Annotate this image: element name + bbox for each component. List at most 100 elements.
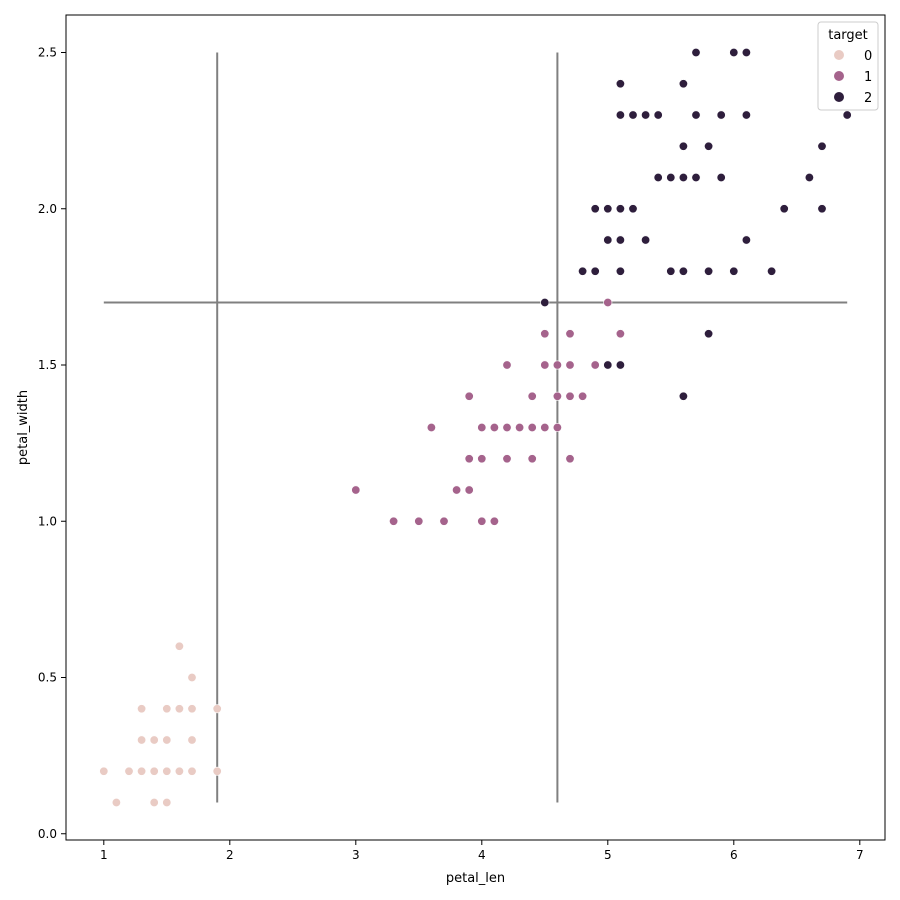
y-tick-label: 0.0 [38, 827, 57, 841]
point-target-1 [552, 360, 562, 370]
point-target-0 [149, 735, 159, 745]
y-tick-label: 2.0 [38, 202, 57, 216]
point-target-2 [678, 141, 688, 151]
point-target-1 [590, 360, 600, 370]
point-target-2 [641, 235, 651, 245]
x-tick-label: 3 [352, 848, 360, 862]
point-target-2 [817, 204, 827, 214]
point-target-0 [162, 704, 172, 714]
point-target-1 [389, 516, 399, 526]
point-target-2 [540, 297, 550, 307]
x-tick-label: 6 [730, 848, 738, 862]
point-target-0 [124, 766, 134, 776]
point-target-0 [137, 704, 147, 714]
point-target-0 [149, 766, 159, 776]
y-tick-label: 0.5 [38, 671, 57, 685]
point-target-0 [137, 735, 147, 745]
plot-frame [65, 14, 886, 841]
point-target-2 [666, 266, 676, 276]
point-target-2 [578, 266, 588, 276]
point-target-2 [741, 110, 751, 120]
point-target-2 [590, 204, 600, 214]
point-target-2 [804, 173, 814, 183]
point-target-1 [578, 391, 588, 401]
point-target-2 [704, 141, 714, 151]
point-target-2 [741, 235, 751, 245]
point-target-1 [464, 391, 474, 401]
point-target-1 [565, 391, 575, 401]
point-target-1 [565, 454, 575, 464]
point-target-2 [704, 329, 714, 339]
point-target-2 [842, 110, 852, 120]
point-target-2 [767, 266, 777, 276]
point-target-1 [452, 485, 462, 495]
point-target-2 [603, 235, 613, 245]
point-target-2 [678, 266, 688, 276]
point-target-2 [691, 173, 701, 183]
point-target-1 [502, 454, 512, 464]
x-tick-label: 7 [856, 848, 864, 862]
point-target-1 [565, 329, 575, 339]
point-target-1 [489, 516, 499, 526]
point-target-1 [464, 454, 474, 464]
point-target-2 [817, 141, 827, 151]
y-tick-label: 1.5 [38, 358, 57, 372]
point-target-2 [729, 266, 739, 276]
legend-box [817, 21, 879, 111]
point-target-2 [590, 266, 600, 276]
point-target-1 [439, 516, 449, 526]
point-target-2 [678, 173, 688, 183]
point-target-2 [628, 204, 638, 214]
point-target-1 [540, 422, 550, 432]
x-tick-label: 2 [226, 848, 234, 862]
point-target-1 [527, 454, 537, 464]
point-target-2 [691, 47, 701, 57]
point-target-1 [565, 360, 575, 370]
legend-title: target [828, 28, 868, 43]
data-points [99, 47, 852, 807]
legend-marker-0 [834, 50, 844, 60]
point-target-0 [174, 641, 184, 651]
x-axis-label: petal_len [446, 871, 505, 886]
legend-marker-1 [834, 71, 844, 81]
point-target-0 [174, 766, 184, 776]
y-tick-label: 2.5 [38, 46, 57, 60]
point-target-1 [502, 422, 512, 432]
point-target-0 [212, 704, 222, 714]
x-tick-label: 5 [604, 848, 612, 862]
point-target-1 [552, 391, 562, 401]
point-target-2 [741, 47, 751, 57]
point-target-1 [477, 516, 487, 526]
point-target-1 [489, 422, 499, 432]
point-target-0 [111, 797, 121, 807]
point-target-1 [515, 422, 525, 432]
point-target-1 [502, 360, 512, 370]
point-target-2 [691, 110, 701, 120]
point-target-2 [678, 391, 688, 401]
legend-marker-2 [834, 92, 844, 102]
legend-label-0: 0 [864, 49, 872, 64]
point-target-2 [641, 110, 651, 120]
point-target-2 [603, 204, 613, 214]
point-target-2 [615, 235, 625, 245]
point-target-2 [729, 47, 739, 57]
y-tick-label: 1.0 [38, 514, 57, 528]
point-target-1 [464, 485, 474, 495]
point-target-1 [414, 516, 424, 526]
x-tick-label: 1 [100, 848, 108, 862]
point-target-0 [149, 797, 159, 807]
point-target-2 [779, 204, 789, 214]
point-target-1 [540, 360, 550, 370]
point-target-1 [615, 329, 625, 339]
y-axis-label: petal_width [16, 390, 31, 465]
point-target-0 [162, 766, 172, 776]
legend-label-2: 2 [864, 91, 872, 106]
point-target-2 [615, 266, 625, 276]
point-target-2 [653, 173, 663, 183]
point-target-2 [716, 110, 726, 120]
point-target-2 [615, 204, 625, 214]
point-target-0 [174, 704, 184, 714]
point-target-2 [615, 79, 625, 89]
point-target-0 [162, 797, 172, 807]
